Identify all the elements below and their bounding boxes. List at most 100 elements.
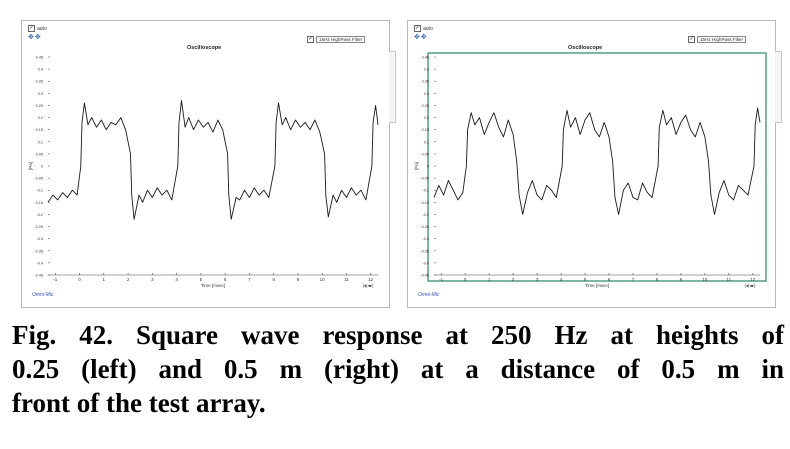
auto-checkbox-row[interactable]: ✓ auto <box>414 25 433 32</box>
y-tick-label: 0.3 <box>424 92 429 96</box>
y-tick-label: 0.25 <box>422 104 429 108</box>
y-tick-label: -0.15 <box>420 201 429 205</box>
x-tick-label: 11 <box>344 277 349 282</box>
x-tick-label: 10 <box>320 277 326 282</box>
y-tick-label: -0.1 <box>36 189 43 193</box>
x-tick-label: 3 <box>151 277 154 282</box>
y-tick-label: 0.4 <box>424 68 429 72</box>
auto-label: auto <box>423 25 433 32</box>
x-tick-label: 12 <box>368 277 374 282</box>
x-tick-label: 0 <box>78 277 81 282</box>
caption-line-1: Fig. 42. Square wave response at 250 Hz … <box>12 320 784 350</box>
x-tick-label: 5 <box>200 277 203 282</box>
y-tick-label: 0.45 <box>36 56 43 60</box>
caption-line-3: front of the test array. <box>12 388 266 418</box>
y-tick-label: 0.2 <box>424 116 429 120</box>
y-tick-label: -0.4 <box>36 261 43 265</box>
figure-caption: Fig. 42. Square wave response at 250 Hz … <box>12 318 784 420</box>
y-tick-label: -0.15 <box>34 201 43 205</box>
side-scrollbar[interactable] <box>775 51 782 123</box>
y-tick-label: 0.35 <box>36 80 43 84</box>
y-tick-label: 0.05 <box>422 152 429 156</box>
y-tick-label: -0.2 <box>36 213 43 217</box>
y-tick-label: 0.25 <box>36 104 43 108</box>
y-axis-label: [Pa] <box>414 162 419 170</box>
y-tick-label: -0.45 <box>34 274 43 278</box>
x-tick-label: -1 <box>53 277 57 282</box>
y-tick-label: 0.3 <box>38 92 43 96</box>
x-tick-label: 4 <box>560 277 563 282</box>
range-control-icon: |◂|◂▸| <box>744 283 755 289</box>
x-tick-label: 6 <box>608 277 611 282</box>
x-tick-label: 12 <box>750 277 756 282</box>
x-tick-label: 9 <box>680 277 683 282</box>
oscilloscope-title: Oscilloscope <box>187 45 222 51</box>
y-tick-label: 0.35 <box>422 80 429 84</box>
y-axis-label: [Pa] <box>28 162 33 170</box>
oscilloscope-panel-left: ✓ auto ✥✥ Oscilloscope ✓ 15Hz HighPass F… <box>21 20 396 308</box>
range-control-icon: |◂|◂▸| <box>362 283 373 289</box>
x-tick-label: 5 <box>584 277 587 282</box>
y-tick-label: -0.35 <box>34 249 43 253</box>
filter-label: 15Hz HighPass Filter <box>697 36 747 43</box>
auto-label: auto <box>37 25 47 32</box>
y-tick-label: -0.1 <box>422 189 429 193</box>
x-tick-label: 11 <box>727 277 732 282</box>
y-tick-label: 0.05 <box>36 152 43 156</box>
oscilloscope-panel-right: ✓ auto ✥✥ Oscilloscope ✓ 15Hz HighPass F… <box>407 20 782 308</box>
omni-mic-label: Omni-Mic <box>32 292 54 298</box>
filter-checkbox[interactable]: ✓ <box>307 36 314 43</box>
x-tick-label: 8 <box>272 277 275 282</box>
y-tick-label: 0.15 <box>422 128 429 132</box>
auto-checkbox[interactable]: ✓ <box>414 25 421 32</box>
y-tick-label: -0.25 <box>420 225 429 229</box>
y-tick-label: 0.1 <box>38 140 43 144</box>
y-tick-label: -0.2 <box>422 213 429 217</box>
highpass-filter-toggle[interactable]: ✓ 15Hz HighPass Filter <box>307 36 366 43</box>
x-tick-label: 1 <box>488 277 491 282</box>
y-tick-label: 0 <box>41 165 43 169</box>
y-tick-label: -0.4 <box>422 261 429 265</box>
y-tick-label: 0.15 <box>36 128 43 132</box>
omni-mic-label: Omni-Mic <box>418 292 440 298</box>
waveform-trace <box>433 107 761 215</box>
side-scrollbar[interactable] <box>389 51 396 123</box>
filter-label: 15Hz HighPass Filter <box>316 36 366 43</box>
y-tick-label: 0.2 <box>38 116 43 120</box>
x-tick-label: 7 <box>248 277 251 282</box>
x-tick-label: 2 <box>127 277 130 282</box>
x-axis-label: Time [msec] <box>201 283 225 288</box>
x-tick-label: 6 <box>224 277 227 282</box>
y-tick-label: -0.45 <box>420 274 429 278</box>
y-tick-label: -0.25 <box>34 225 43 229</box>
oscilloscope-title: Oscilloscope <box>568 45 603 51</box>
x-tick-label: 3 <box>536 277 539 282</box>
x-tick-label: 10 <box>702 277 708 282</box>
zoom-arrows-icon[interactable]: ✥✥ <box>414 34 428 41</box>
waveform-trace <box>47 100 379 220</box>
x-tick-label: 4 <box>175 277 178 282</box>
y-tick-label: -0.3 <box>422 237 429 241</box>
x-tick-label: -1 <box>439 277 443 282</box>
highpass-filter-toggle[interactable]: ✓ 15Hz HighPass Filter <box>688 36 747 43</box>
y-tick-label: -0.3 <box>36 237 43 241</box>
plot-frame <box>427 52 767 282</box>
y-tick-label: 0.4 <box>38 68 43 72</box>
x-tick-label: 7 <box>632 277 635 282</box>
auto-checkbox[interactable]: ✓ <box>28 25 35 32</box>
x-axis-label: Time [msec] <box>585 283 609 288</box>
y-tick-label: 0.1 <box>424 140 429 144</box>
y-tick-label: -0.05 <box>420 177 429 181</box>
caption-line-2: 0.25 (left) and 0.5 m (right) at a dista… <box>12 354 784 384</box>
x-tick-label: 2 <box>512 277 515 282</box>
auto-checkbox-row[interactable]: ✓ auto <box>28 25 47 32</box>
filter-checkbox[interactable]: ✓ <box>688 36 695 43</box>
y-tick-label: 0 <box>427 165 429 169</box>
x-tick-label: 9 <box>297 277 300 282</box>
zoom-arrows-icon[interactable]: ✥✥ <box>28 34 42 41</box>
x-tick-label: 1 <box>103 277 106 282</box>
y-tick-label: -0.35 <box>420 249 429 253</box>
x-tick-label: 8 <box>656 277 659 282</box>
